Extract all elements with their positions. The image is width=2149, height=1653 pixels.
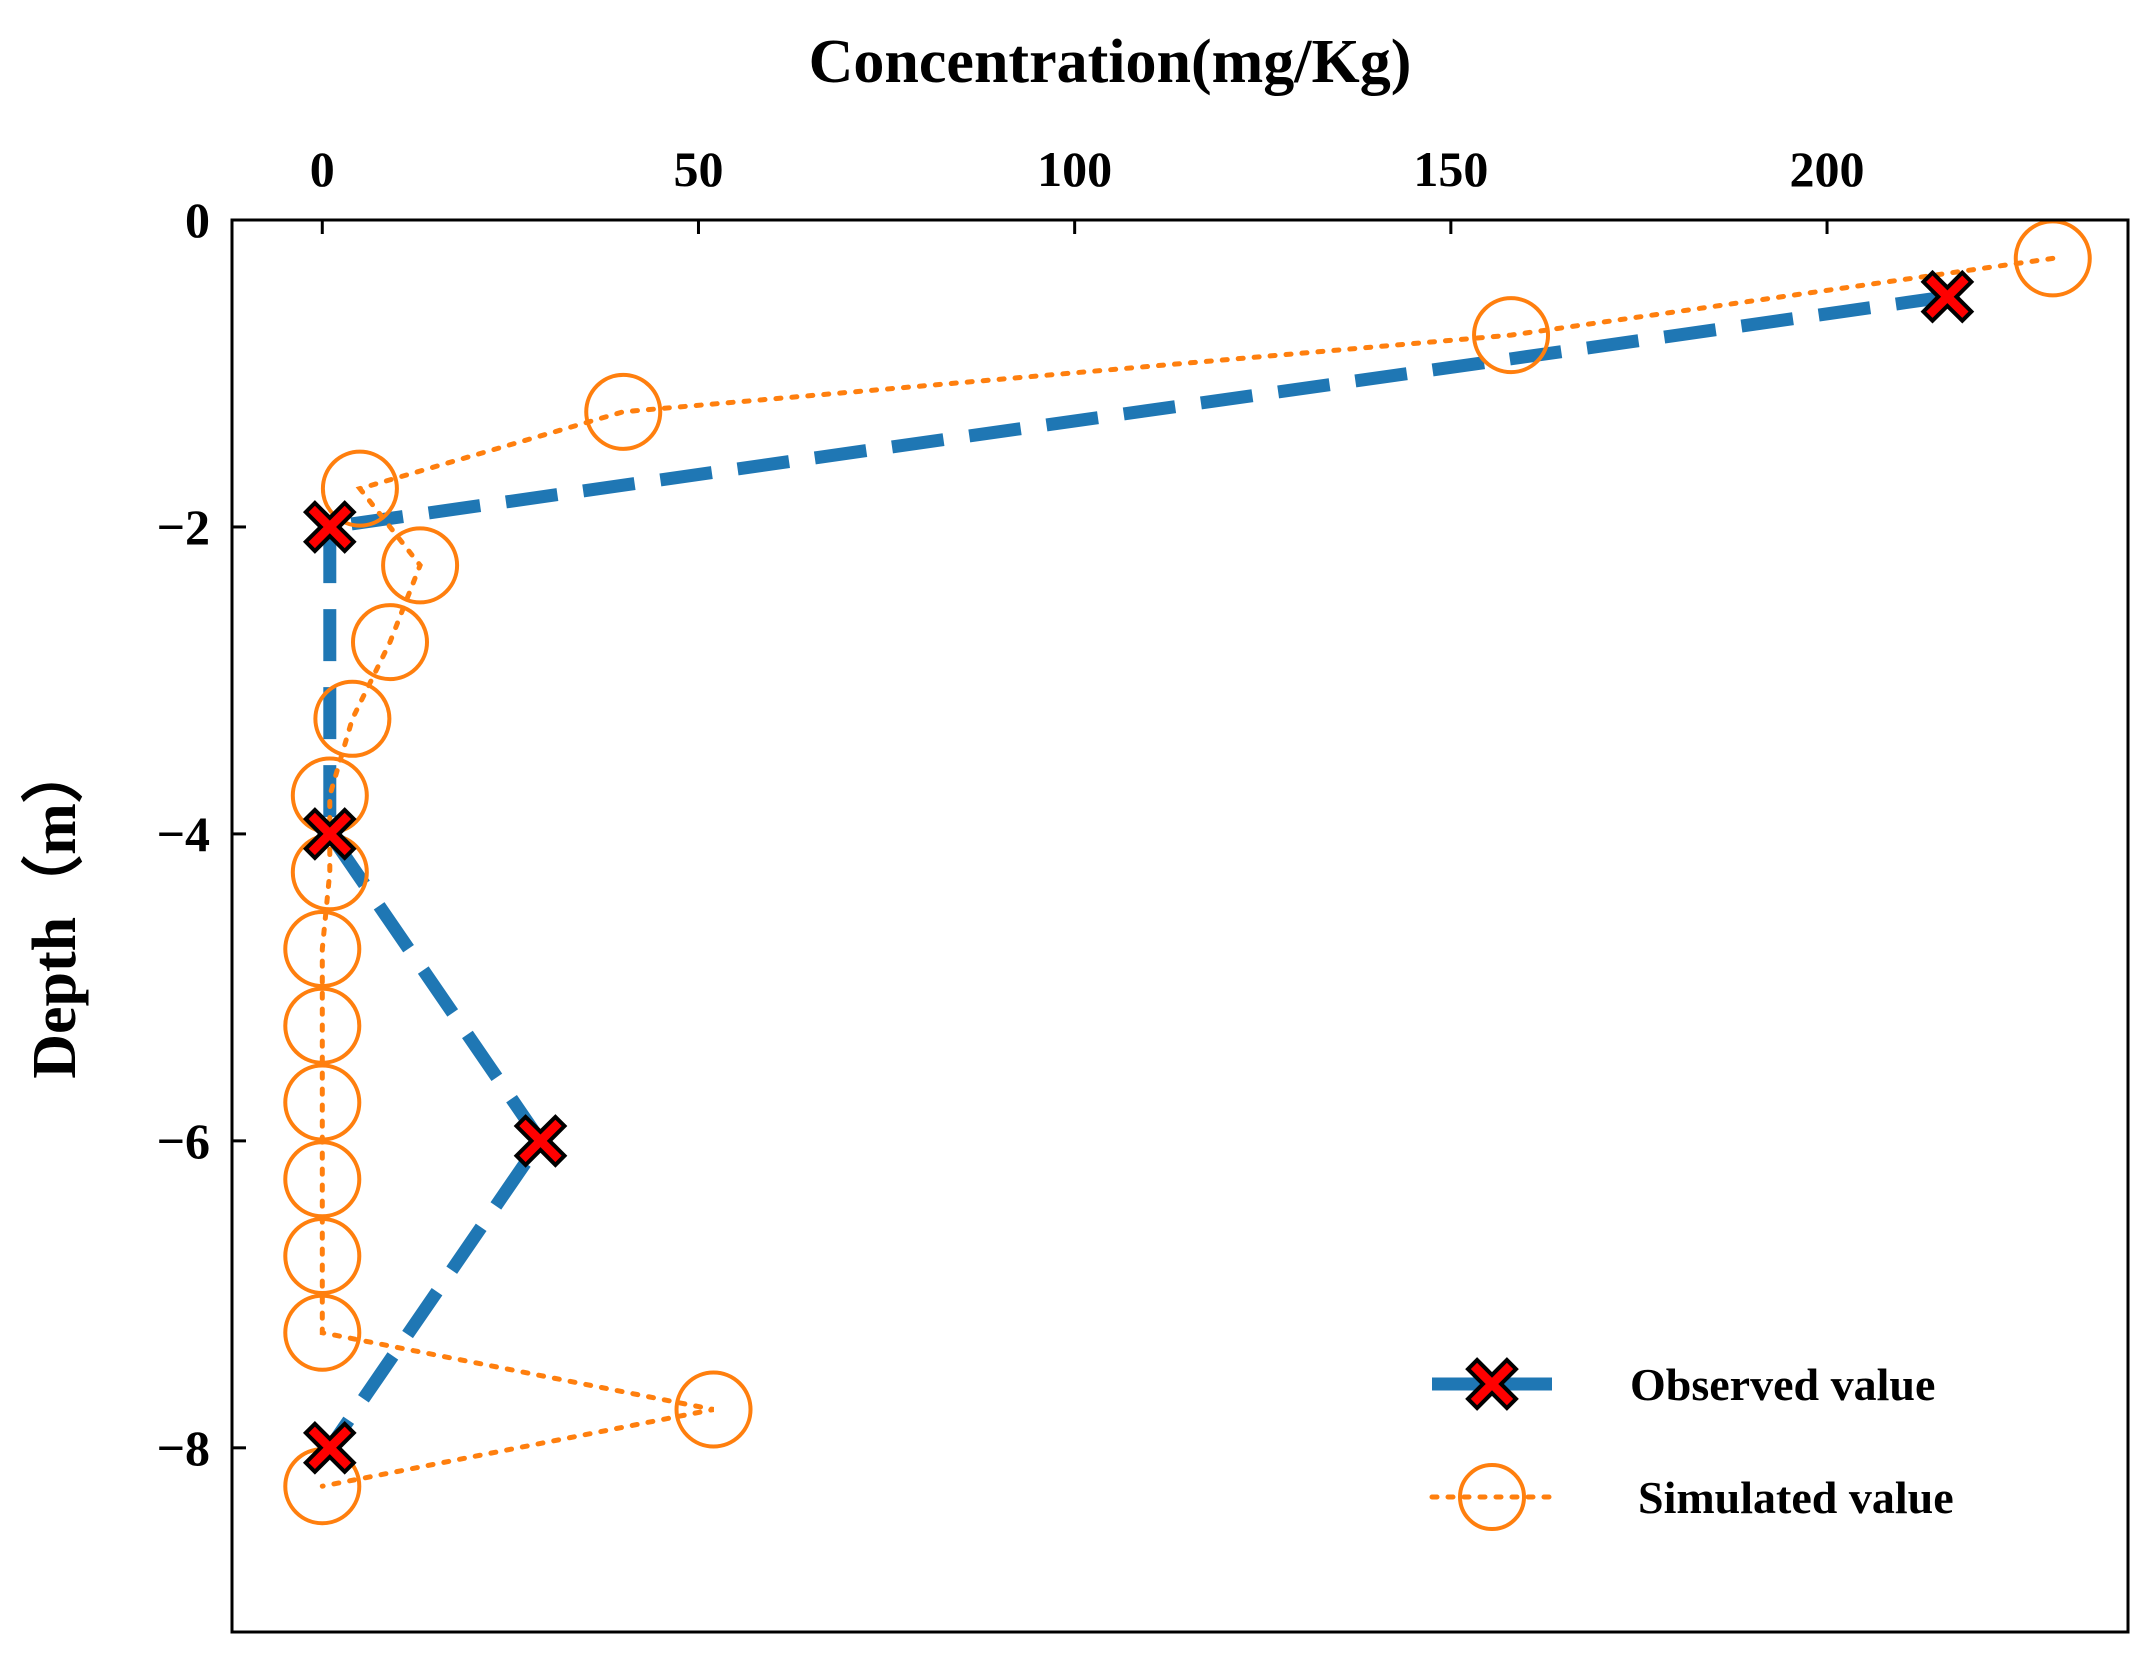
- simulated-point: [674, 1370, 753, 1449]
- simulated-series-line: [319, 255, 2056, 1489]
- simulated-point: [351, 603, 429, 682]
- observed-point: [1920, 269, 1975, 324]
- simulated-point: [1472, 296, 1551, 375]
- legend-simulated-label: Simulated value: [1638, 1472, 1954, 1523]
- x-tick-label: 200: [1790, 141, 1865, 197]
- observed-point: [302, 500, 357, 554]
- y-axis-title: Depth（m）: [19, 741, 89, 1079]
- y-tick-label: −8: [157, 1420, 211, 1476]
- simulated-point: [584, 372, 663, 451]
- observed-point: [513, 1114, 568, 1168]
- x-tick-label: 100: [1037, 141, 1112, 197]
- x-tick-label: 0: [310, 141, 335, 197]
- simulated-point: [320, 449, 399, 528]
- series-lines: [319, 255, 2056, 1489]
- simulated-point: [283, 910, 362, 989]
- legend: Observed value Simulated value: [1429, 1357, 1954, 1531]
- simulated-point: [313, 679, 392, 758]
- simulated-point: [283, 1140, 362, 1219]
- observed-series-line: [323, 290, 1949, 1452]
- simulated-point: [283, 1293, 362, 1372]
- simulated-point: [283, 1063, 362, 1142]
- x-axis-title: Concentration(mg/Kg): [809, 28, 1412, 96]
- plot-frame: [230, 218, 2130, 1634]
- y-tick-label: −4: [157, 806, 211, 862]
- legend-simulated-marker: [1458, 1463, 1526, 1531]
- legend-observed-marker: [1465, 1357, 1519, 1411]
- observed-point: [302, 807, 357, 861]
- y-tick-label: −6: [157, 1113, 211, 1169]
- y-tick-label: 0: [185, 192, 210, 248]
- x-tick-label: 150: [1413, 141, 1488, 197]
- legend-observed-label: Observed value: [1630, 1359, 1935, 1410]
- simulated-point: [381, 526, 460, 605]
- simulated-point: [283, 986, 362, 1065]
- x-tick-label: 50: [673, 141, 723, 197]
- y-tick-label: −2: [157, 499, 211, 555]
- y-axis-ticks: 0 −2 −4 −6 −8: [157, 192, 246, 1476]
- x-axis-ticks: 0 50 100 150 200: [310, 141, 1865, 234]
- simulated-point: [283, 1216, 362, 1295]
- observed-point: [302, 1420, 357, 1475]
